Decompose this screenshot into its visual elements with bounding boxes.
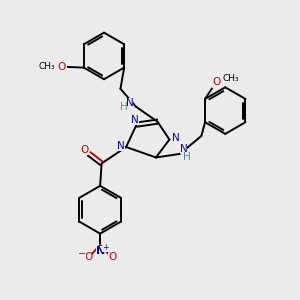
Text: N: N [95, 246, 105, 256]
Text: H: H [184, 152, 191, 163]
Text: N: N [131, 115, 139, 124]
Text: +: + [102, 243, 109, 252]
Text: −: − [78, 249, 86, 259]
Text: H: H [119, 102, 127, 112]
Text: CH₃: CH₃ [38, 62, 55, 71]
Text: O: O [108, 253, 116, 262]
Text: O: O [213, 77, 221, 87]
Text: CH₃: CH₃ [223, 74, 239, 83]
Text: O: O [84, 253, 92, 262]
Text: O: O [58, 62, 66, 72]
Text: N: N [117, 141, 124, 152]
Text: N: N [125, 98, 133, 108]
Text: O: O [80, 145, 88, 155]
Text: N: N [180, 143, 187, 154]
Text: N: N [172, 133, 179, 143]
